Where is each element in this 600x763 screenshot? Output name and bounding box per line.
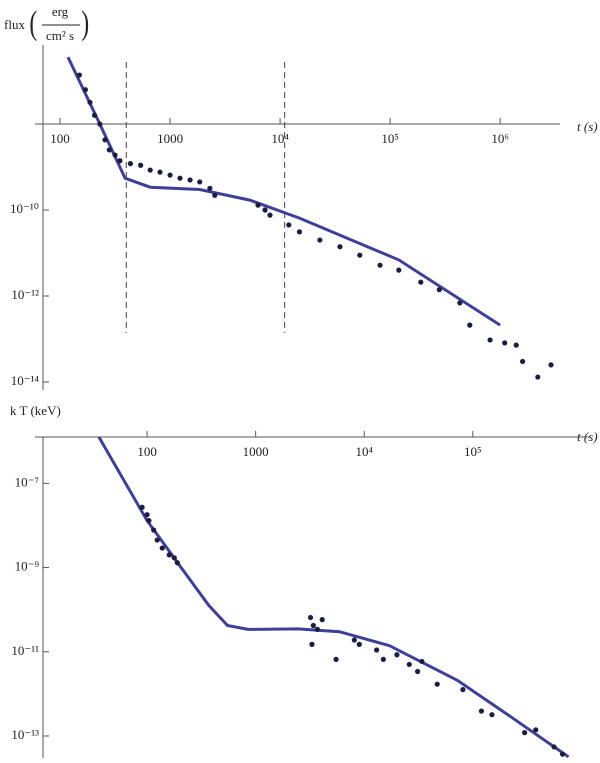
data-point <box>434 681 440 687</box>
y-tick-label: 10⁻¹⁰ <box>10 201 39 216</box>
paren: ( <box>29 5 37 42</box>
data-point <box>436 287 442 293</box>
data-point <box>414 668 421 675</box>
x-tick-label: 10⁴ <box>355 444 373 459</box>
data-point <box>309 641 315 647</box>
data-point <box>317 237 323 243</box>
y-label-denominator: cm² s <box>46 28 74 43</box>
data-point <box>286 222 292 228</box>
data-point <box>457 300 463 306</box>
data-point <box>310 622 316 629</box>
data-point <box>522 730 528 736</box>
x-tick-label: 10⁴ <box>271 131 289 146</box>
data-point <box>171 555 177 561</box>
plot-area <box>66 56 554 380</box>
data-point <box>548 362 554 368</box>
data-point <box>267 212 273 218</box>
data-point <box>154 537 160 543</box>
y-tick-label: 10⁻¹⁴ <box>11 373 40 388</box>
y-tick-label: 10⁻¹¹ <box>11 643 39 658</box>
data-point <box>166 552 172 558</box>
y-tick-label: 10⁻¹² <box>11 287 39 302</box>
data-point <box>351 637 357 643</box>
data-point <box>91 112 98 118</box>
y-label-prefix: flux <box>4 17 25 32</box>
data-point <box>151 527 157 533</box>
data-point <box>117 158 123 164</box>
data-point <box>377 262 383 268</box>
data-point <box>319 617 325 623</box>
y-tick-label: 10⁻¹³ <box>11 727 39 742</box>
data-point <box>356 641 362 647</box>
data-point <box>394 652 400 658</box>
y-tick-label: 10⁻⁹ <box>15 559 40 574</box>
data-point <box>487 337 493 343</box>
data-point <box>357 252 363 258</box>
data-point <box>112 152 118 158</box>
data-point <box>159 545 165 551</box>
data-point <box>212 192 218 198</box>
data-point <box>82 87 88 93</box>
x-label: t (s) <box>577 119 598 134</box>
x-tick-label: 10⁵ <box>381 131 399 146</box>
data-point <box>478 708 485 714</box>
data-point <box>460 687 466 693</box>
data-point <box>147 167 153 173</box>
data-point <box>144 512 150 518</box>
y-label-numerator: erg <box>52 4 69 19</box>
data-point <box>380 656 386 662</box>
data-point <box>157 169 163 175</box>
data-point <box>314 626 320 632</box>
data-point <box>551 744 557 750</box>
data-point <box>374 647 380 653</box>
data-point <box>138 162 144 168</box>
data-point <box>102 137 108 143</box>
data-point <box>333 656 339 662</box>
data-point <box>197 179 203 185</box>
data-point <box>467 322 473 328</box>
x-tick-label: 100 <box>50 131 70 146</box>
x-tick-label: 10⁵ <box>464 444 482 459</box>
data-point <box>519 358 526 365</box>
data-point <box>127 161 134 167</box>
data-point <box>406 661 412 668</box>
model-curve <box>66 56 501 327</box>
data-point <box>296 229 303 235</box>
data-point <box>419 658 425 665</box>
data-point <box>97 121 103 127</box>
data-point <box>533 727 539 733</box>
data-point <box>76 72 83 78</box>
data-point <box>106 147 112 153</box>
x-tick-label: 1000 <box>243 444 269 459</box>
plot-area <box>97 437 570 758</box>
data-point <box>535 374 541 380</box>
data-point <box>513 342 519 348</box>
data-point <box>337 244 343 250</box>
x-tick-label: 100 <box>137 444 157 459</box>
data-point <box>207 185 213 191</box>
data-point <box>187 177 193 183</box>
x-tick-label: 1000 <box>157 131 183 146</box>
data-point <box>307 614 314 621</box>
data-point <box>167 172 173 178</box>
model-curve <box>97 437 570 758</box>
x-tick-label: 10⁶ <box>491 131 509 146</box>
data-point <box>396 267 402 273</box>
data-point <box>255 202 261 208</box>
y-label: k T (keV) <box>10 403 61 418</box>
data-point <box>139 504 145 510</box>
y-tick-label: 10⁻⁷ <box>15 474 39 489</box>
data-point <box>177 175 183 181</box>
data-point <box>262 207 268 213</box>
data-point <box>146 518 152 524</box>
data-point <box>418 279 424 285</box>
data-point <box>174 560 180 566</box>
x-label: t (s) <box>577 429 598 444</box>
data-point <box>559 751 566 757</box>
data-point <box>502 340 508 346</box>
paren: ) <box>81 5 89 42</box>
data-point <box>87 99 93 105</box>
data-point <box>489 712 495 718</box>
